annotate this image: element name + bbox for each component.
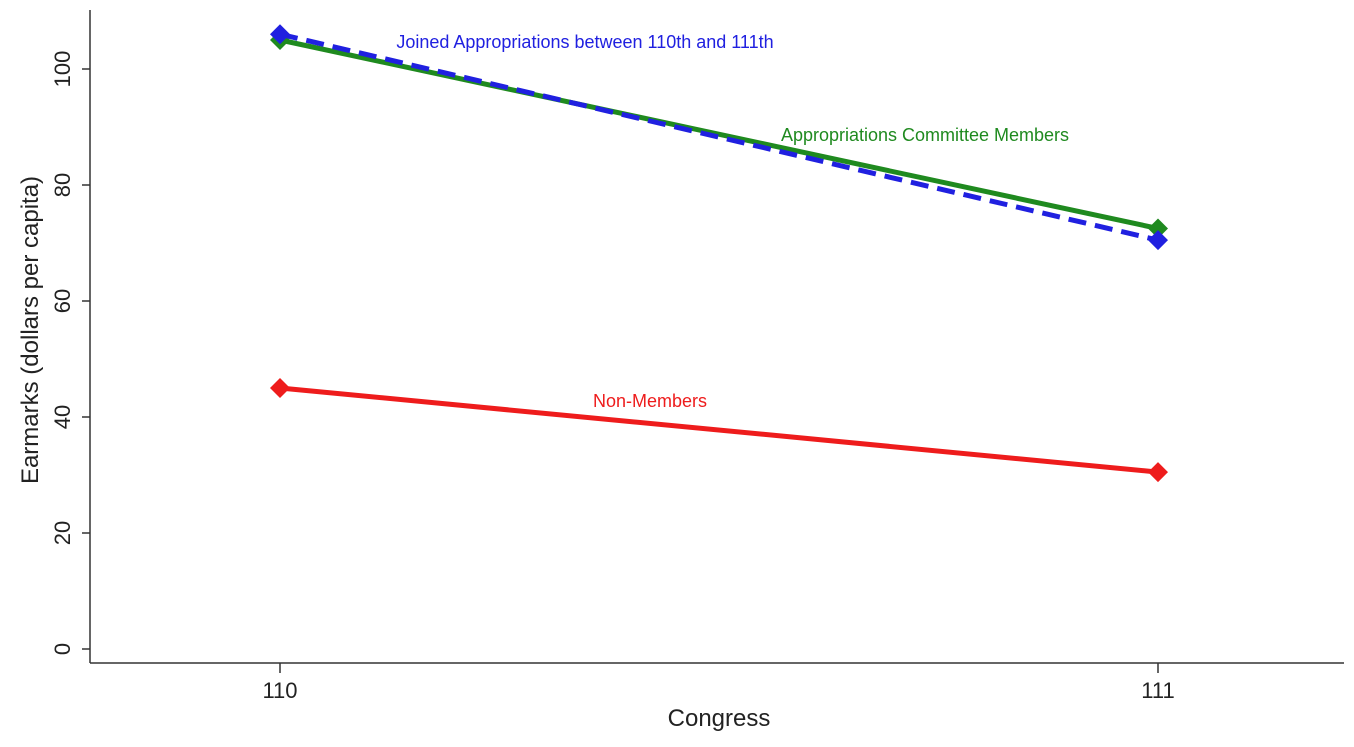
series-0 (270, 24, 1168, 251)
y-tick-label: 20 (50, 521, 75, 545)
y-tick-label: 60 (50, 289, 75, 313)
series-line (279, 385, 1159, 475)
series-label: Non-Members (593, 391, 707, 411)
series-layer (270, 24, 1168, 483)
x-axis-title: Congress (668, 705, 771, 732)
x-tick-label: 110 (262, 678, 297, 703)
y-tick-label: 0 (50, 643, 75, 655)
data-point (1148, 218, 1168, 239)
y-tick-label: 100 (50, 51, 75, 88)
series-label: Appropriations Committee Members (781, 125, 1069, 145)
x-tick-label: 111 (1141, 678, 1174, 703)
y-tick-label: 40 (50, 405, 75, 429)
data-point (1148, 462, 1168, 483)
series-2 (270, 378, 1168, 483)
data-point (1148, 230, 1168, 251)
labels-layer: Joined Appropriations between 110th and … (396, 32, 1069, 411)
data-point (270, 378, 290, 398)
data-point (270, 24, 290, 45)
axes: 0 20 40 60 80 100 110 111 (50, 10, 1344, 703)
series-line (279, 37, 1159, 231)
y-tick-label: 80 (50, 173, 75, 197)
series-line (279, 31, 1159, 243)
series-label: Joined Appropriations between 110th and … (396, 32, 773, 52)
y-axis-title: Earmarks (dollars per capita) (17, 176, 44, 484)
